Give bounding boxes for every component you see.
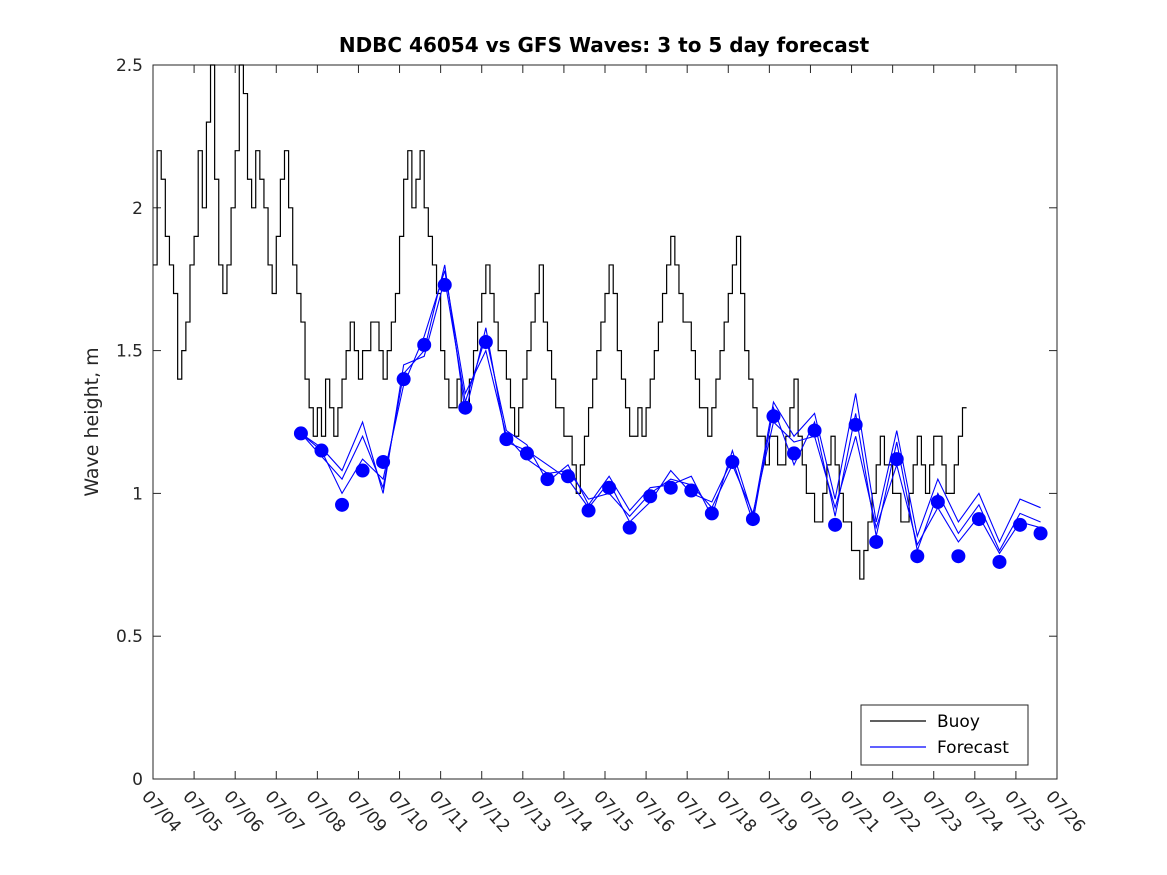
y-tick-label: 2.5	[116, 56, 143, 76]
y-tick-label: 2	[132, 199, 143, 219]
forecast-point	[643, 489, 658, 504]
forecast-point	[787, 446, 802, 461]
forecast-point	[828, 517, 843, 532]
forecast-point	[561, 469, 576, 484]
y-tick-label: 0	[132, 770, 143, 790]
forecast-point	[355, 463, 370, 478]
forecast-point	[396, 372, 411, 387]
forecast-point	[725, 454, 740, 469]
forecast-point	[766, 409, 781, 424]
forecast-series-line	[300, 270, 1041, 555]
forecast-point	[458, 400, 473, 415]
forecast-point	[910, 549, 925, 564]
forecast-point	[704, 506, 719, 521]
chart-title: NDBC 46054 vs GFS Waves: 3 to 5 day fore…	[339, 33, 870, 57]
forecast-point	[437, 277, 452, 292]
legend-forecast-label: Forecast	[937, 738, 1009, 758]
forecast-point	[807, 423, 822, 438]
forecast-point	[519, 446, 534, 461]
y-tick-label: 1.5	[116, 342, 143, 362]
forecast-point	[417, 337, 432, 352]
forecast-point	[992, 554, 1007, 569]
forecast-point	[622, 520, 637, 535]
forecast-point	[663, 480, 678, 495]
forecast-point	[1033, 526, 1048, 541]
forecast-point	[581, 503, 596, 518]
forecast-point	[930, 494, 945, 509]
legend-box	[860, 704, 1029, 766]
forecast-point	[848, 417, 863, 432]
forecast-point	[971, 512, 986, 527]
forecast-point	[602, 480, 617, 495]
forecast-point	[745, 512, 760, 527]
forecast-point	[314, 443, 329, 458]
forecast-point	[889, 452, 904, 467]
forecast-point	[376, 454, 391, 469]
forecast-point	[499, 432, 514, 447]
forecast-point	[478, 335, 493, 350]
legend-buoy-label: Buoy	[937, 712, 980, 732]
forecast-point	[869, 534, 884, 549]
forecast-point	[951, 549, 966, 564]
forecast-point	[293, 426, 308, 441]
y-tick-label: 1	[132, 484, 143, 504]
forecast-point	[1013, 517, 1028, 532]
y-tick-label: 0.5	[116, 627, 143, 647]
legend: Buoy Forecast	[860, 704, 1029, 766]
forecast-point	[540, 472, 555, 487]
forecast-point	[684, 483, 699, 498]
y-axis-title: Wave height, m	[81, 347, 103, 496]
buoy-series-line	[153, 64, 967, 580]
forecast-point	[335, 497, 350, 512]
